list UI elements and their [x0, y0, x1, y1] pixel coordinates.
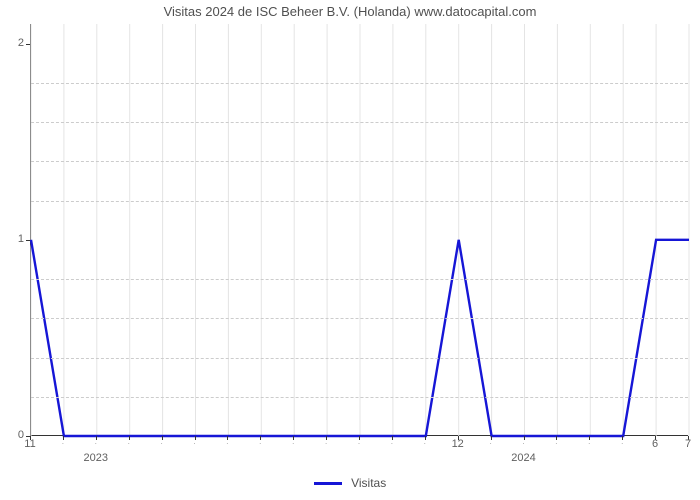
- x-tick-label: 7: [685, 438, 691, 450]
- y-minor-gridline: [31, 279, 688, 280]
- x-group-label: 2024: [511, 452, 535, 464]
- y-minor-gridline: [31, 201, 688, 202]
- legend: Visitas: [0, 476, 700, 490]
- y-tick-label: 2: [4, 37, 24, 49]
- x-tick-label: ·: [621, 438, 624, 448]
- y-minor-gridline: [31, 358, 688, 359]
- y-minor-gridline: [31, 161, 688, 162]
- legend-swatch: [314, 482, 342, 485]
- x-tick-label: ·: [423, 438, 426, 448]
- x-tick-label: 6: [652, 438, 658, 450]
- x-tick-label: ·: [292, 438, 295, 448]
- x-group-label: 2023: [84, 452, 108, 464]
- y-tick-mark: [26, 44, 30, 45]
- chart-title: Visitas 2024 de ISC Beheer B.V. (Holanda…: [0, 4, 700, 19]
- x-tick-label: ·: [522, 438, 525, 448]
- y-minor-gridline: [31, 318, 688, 319]
- y-tick-label: 0: [4, 429, 24, 441]
- x-tick-label: ·: [94, 438, 97, 448]
- y-minor-gridline: [31, 397, 688, 398]
- x-tick-label: ·: [588, 438, 591, 448]
- x-tick-label: ·: [358, 438, 361, 448]
- y-minor-gridline: [31, 83, 688, 84]
- x-tick-label: ·: [390, 438, 393, 448]
- x-tick-label: 11: [24, 438, 35, 450]
- x-tick-label: ·: [226, 438, 229, 448]
- x-tick-label: ·: [489, 438, 492, 448]
- x-tick-label: ·: [160, 438, 163, 448]
- x-tick-label: ·: [259, 438, 262, 448]
- x-tick-label: ·: [61, 438, 64, 448]
- x-tick-label: ·: [555, 438, 558, 448]
- y-tick-mark: [26, 240, 30, 241]
- y-tick-label: 1: [4, 233, 24, 245]
- y-minor-gridline: [31, 122, 688, 123]
- x-tick-label: ·: [325, 438, 328, 448]
- chart-svg: [31, 24, 688, 435]
- x-tick-label: 12: [452, 438, 464, 450]
- x-tick-label: ·: [193, 438, 196, 448]
- plot-area: [30, 24, 688, 436]
- x-tick-label: ·: [127, 438, 130, 448]
- legend-label: Visitas: [351, 476, 386, 490]
